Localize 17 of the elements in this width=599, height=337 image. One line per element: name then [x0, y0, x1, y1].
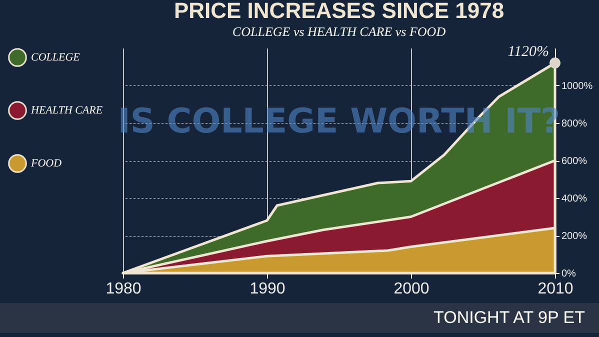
legend-label: FOOD — [30, 158, 62, 170]
y-tick-label: 600% — [562, 156, 588, 167]
chart-title: PRICE INCREASES SINCE 1978 — [174, 0, 504, 23]
legend-label: COLLEGE — [31, 52, 80, 64]
y-tick-label: 200% — [562, 231, 588, 242]
y-tick-label: 1000% — [562, 81, 593, 92]
x-tick-label: 1980 — [106, 280, 142, 298]
x-tick-label: 2000 — [394, 280, 430, 298]
annotation: 1120% — [508, 44, 549, 60]
y-tick-label: 400% — [562, 194, 588, 204]
legend-label: HEALTH CARE — [30, 104, 103, 116]
x-tick-label: 2010 — [538, 280, 574, 298]
text: TONIGHT AT 9P ET — [434, 308, 585, 328]
y-tick-label: 0% — [562, 268, 576, 280]
x-tick-label: 1990 — [250, 280, 286, 298]
y-tick-label: 800% — [562, 118, 588, 130]
chart-subtitle: COLLEGE vs HEALTH CARE vs FOOD — [232, 24, 446, 39]
